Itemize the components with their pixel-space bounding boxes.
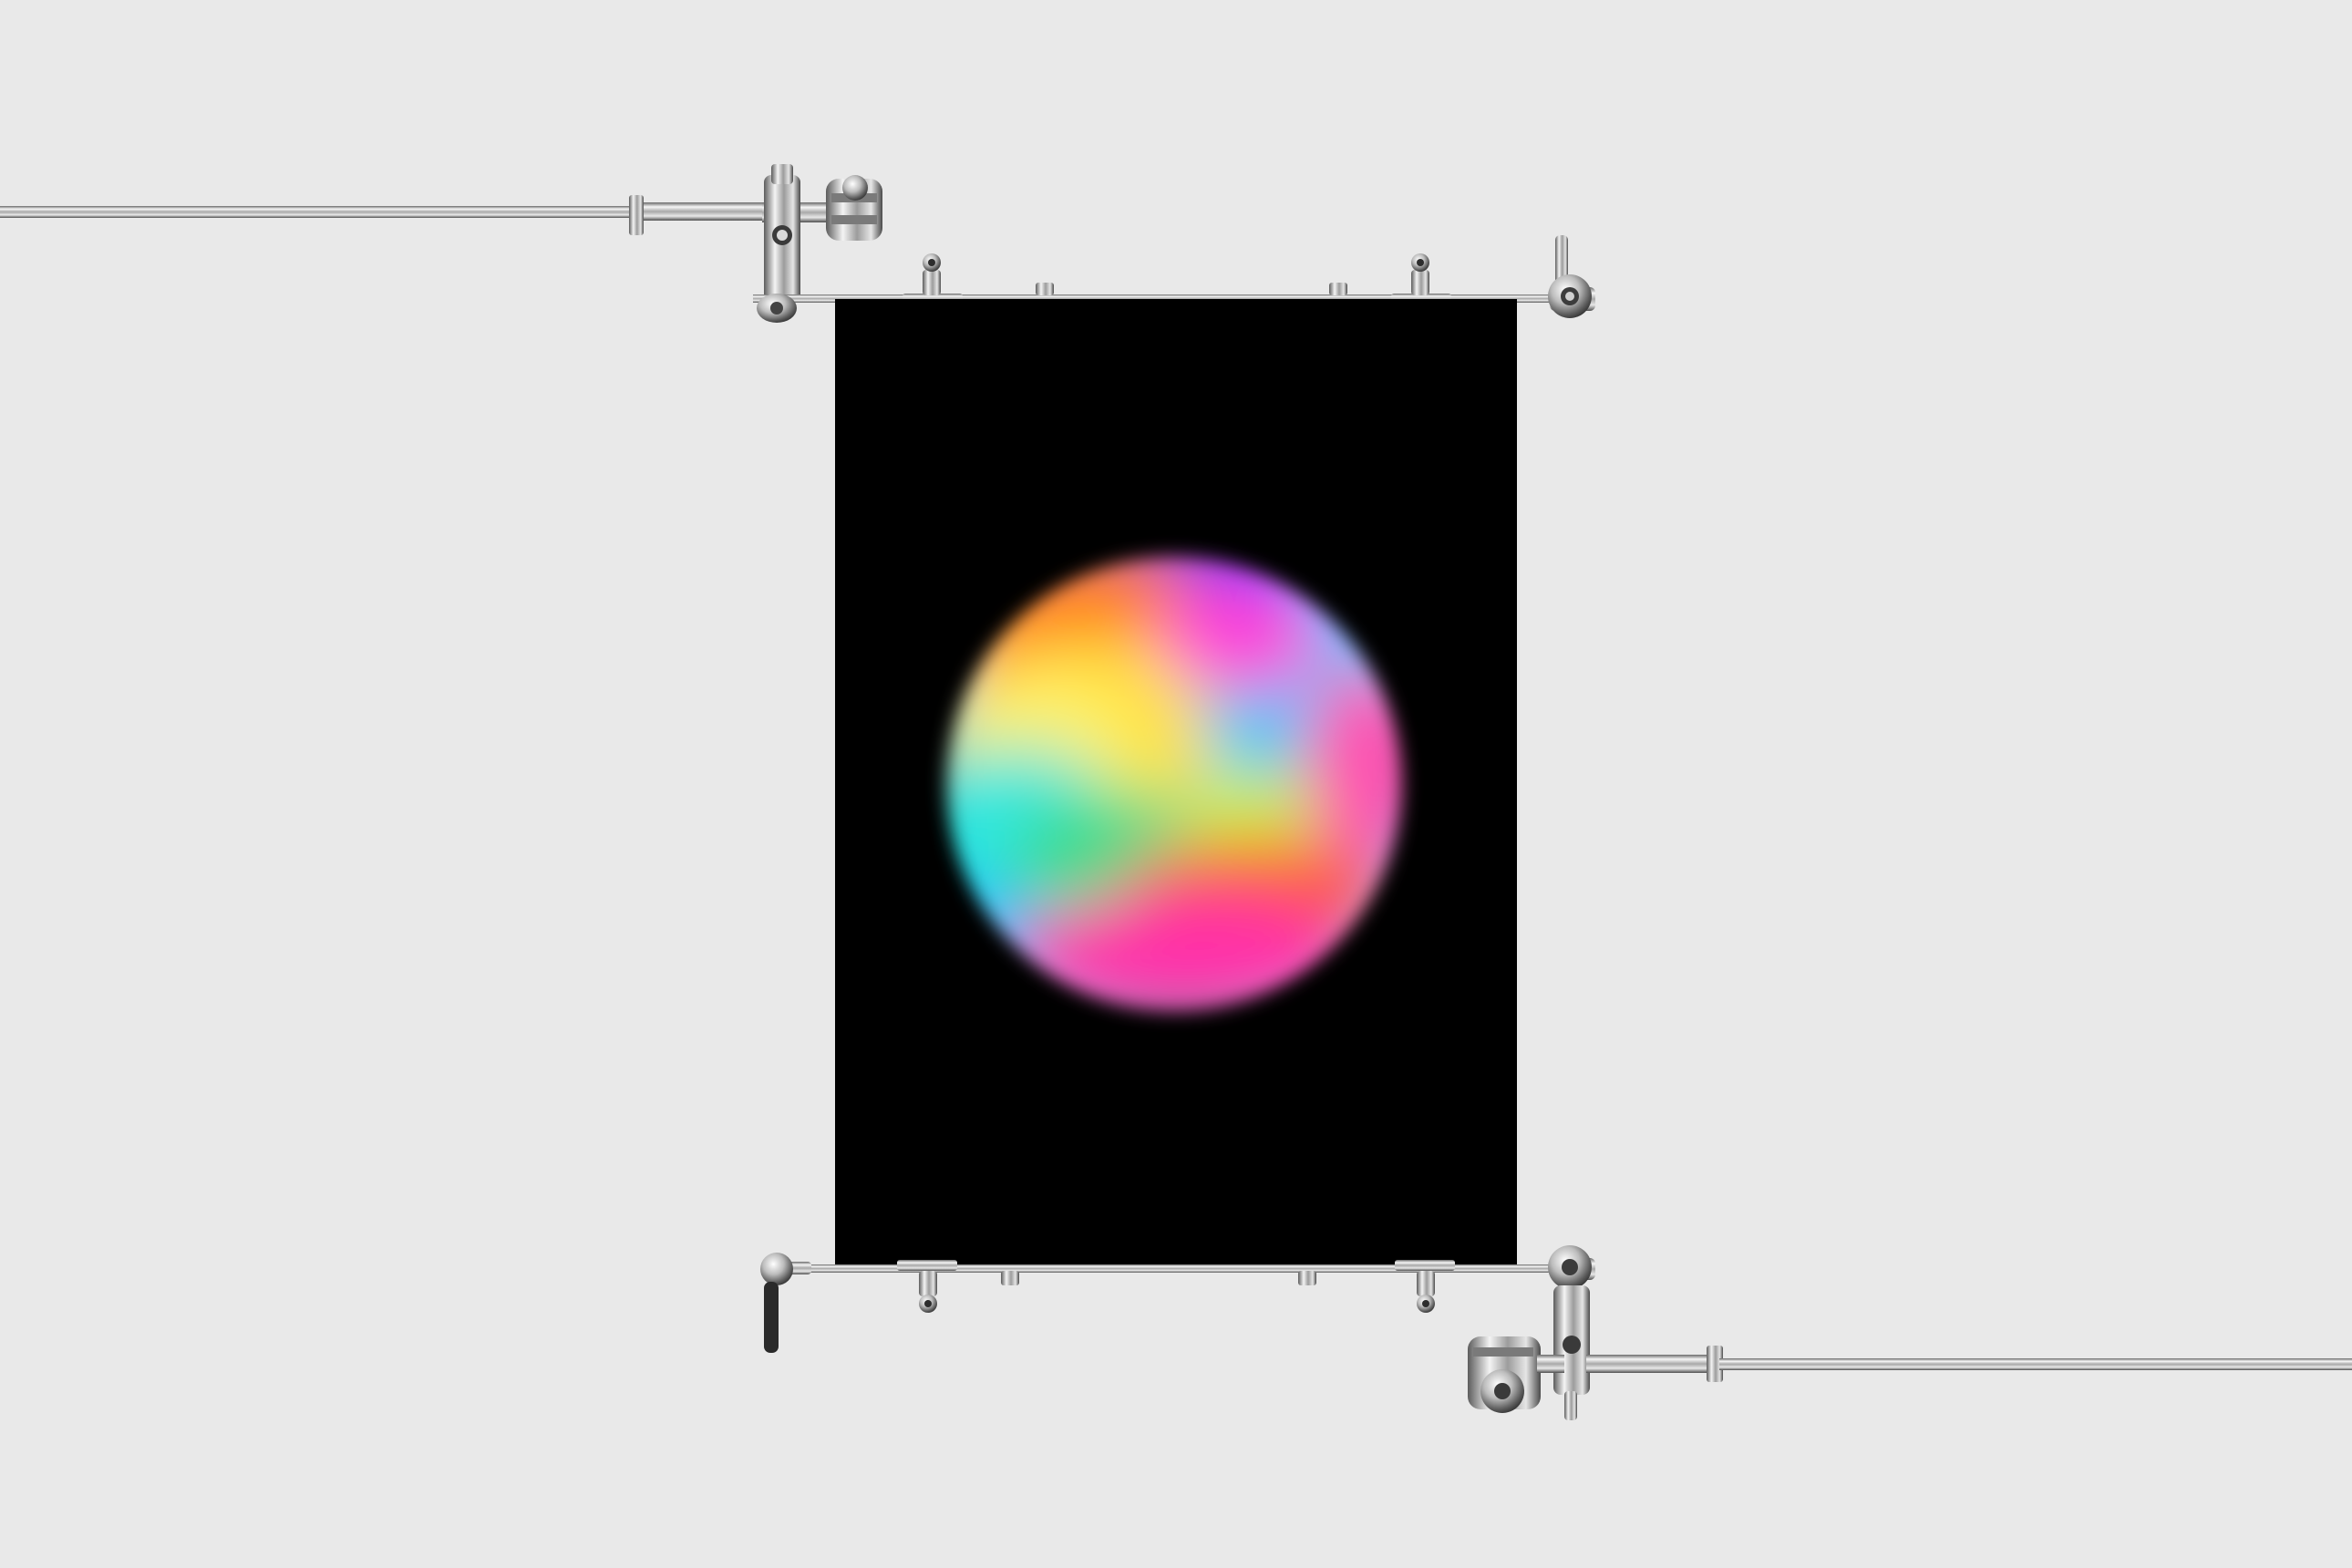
top-rail-studs xyxy=(1036,283,1347,295)
lower-right-clamp xyxy=(1468,1245,1595,1420)
lower-right-boom-arm xyxy=(1586,1346,2352,1382)
upper-left-boom-arm xyxy=(0,195,817,235)
upper-left-clamp xyxy=(764,164,882,303)
bottom-clip-left xyxy=(897,1260,957,1313)
top-clip-left xyxy=(903,253,963,304)
lower-left-handle xyxy=(760,1253,811,1353)
bottom-rail-studs xyxy=(1001,1271,1316,1285)
bottom-clip-right xyxy=(1395,1260,1455,1313)
bottom-hanging-rail xyxy=(793,1264,1568,1273)
upper-right-clamp xyxy=(1548,235,1595,318)
top-clip-right xyxy=(1391,253,1451,304)
poster xyxy=(835,299,1517,1265)
top-hanging-rail xyxy=(753,294,1555,323)
